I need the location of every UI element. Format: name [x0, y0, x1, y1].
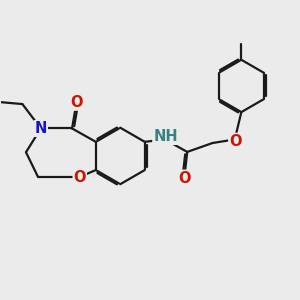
- Text: O: O: [229, 134, 242, 149]
- Text: O: O: [74, 170, 86, 185]
- Text: O: O: [178, 171, 190, 186]
- Text: O: O: [70, 95, 83, 110]
- Text: NH: NH: [153, 129, 178, 144]
- Text: N: N: [35, 121, 47, 136]
